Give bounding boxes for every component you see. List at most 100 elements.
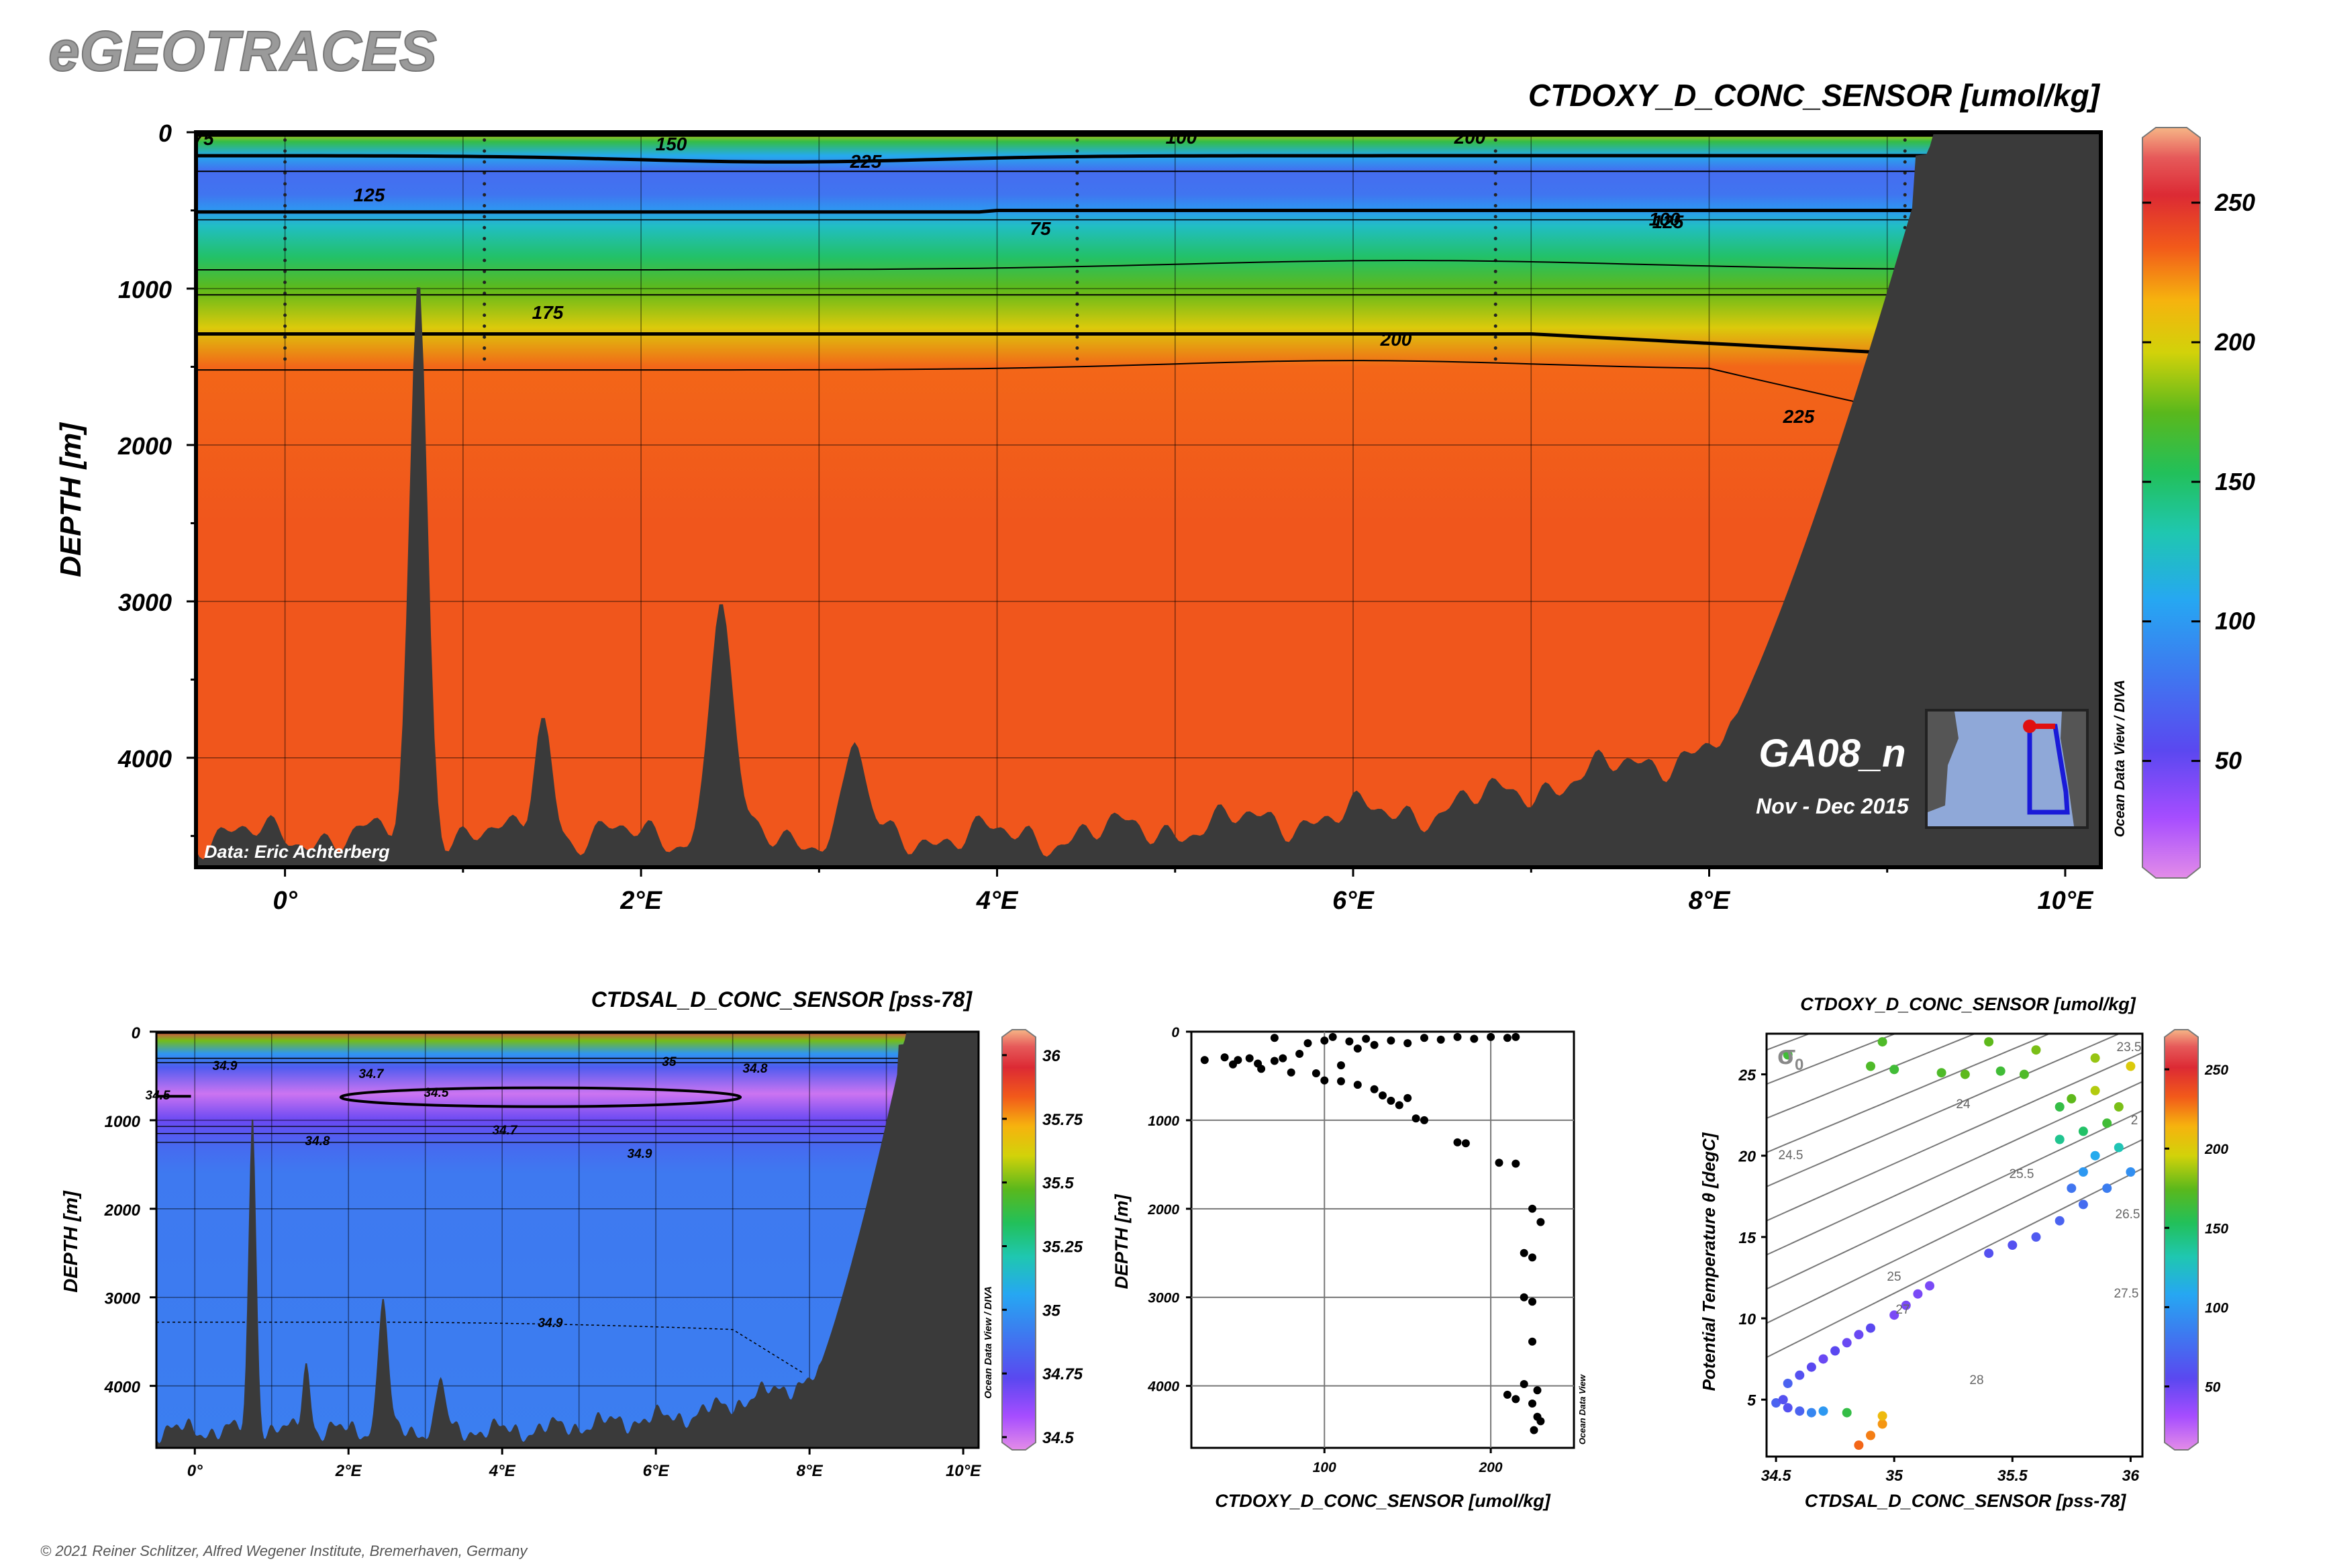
station-sample xyxy=(283,258,287,262)
sal-cb-label: 36 xyxy=(1042,1047,1060,1065)
main-contour-label: 175 xyxy=(532,302,564,323)
sal-frame xyxy=(155,1030,980,1449)
station-sample xyxy=(1075,149,1079,153)
inset-map xyxy=(1925,709,2089,829)
ts-point xyxy=(1795,1406,1805,1416)
ts-isopycnal-label: 28 xyxy=(1969,1373,1983,1387)
sal-contour-labels: 34.9 34.7 35 34.8 34.5 34.5 34.7 34.8 34.9 34.9 xyxy=(146,1055,768,1330)
profile-point xyxy=(1528,1204,1536,1213)
ts-point xyxy=(2102,1118,2112,1128)
ts-cb-label: 100 xyxy=(2205,1300,2228,1316)
ts-isopycnal-label: 24.5 xyxy=(1779,1148,1803,1163)
ts-colorbar xyxy=(2164,1029,2199,1451)
ts-point xyxy=(1925,1281,1934,1291)
ts-xtick-label: 34.5 xyxy=(1761,1467,1792,1484)
main-colorbar xyxy=(2142,127,2201,879)
station-sample xyxy=(283,302,287,306)
ts-plot: CTDOXY_D_CONC_SENSOR [umol/kg] 23.5 24 24.… xyxy=(1699,994,2228,1511)
main-colorbar-ticks: 250 200 150 100 50 xyxy=(2142,189,2255,775)
station-sample xyxy=(483,138,487,142)
station-sample xyxy=(1075,335,1079,339)
station-sample xyxy=(283,171,287,175)
sal-y-ticks: 0 1000 2000 3000 4000 xyxy=(104,1024,156,1397)
main-contour-label: 100 xyxy=(1166,127,1197,148)
brand-logo: eGEOTRACES xyxy=(48,19,437,83)
ts-point xyxy=(2090,1085,2100,1095)
ts-ytick-label: 15 xyxy=(1738,1229,1756,1246)
ts-point xyxy=(1778,1395,1788,1405)
profile-point xyxy=(1412,1114,1420,1123)
main-contour-label: 125 xyxy=(354,185,385,205)
station-sample xyxy=(1493,215,1497,219)
profile-point xyxy=(1370,1040,1379,1049)
station-sample xyxy=(1075,171,1079,175)
station-sample xyxy=(1903,215,1907,219)
sal-xtick-label: 10°E xyxy=(946,1462,981,1480)
profile-point xyxy=(1520,1380,1528,1388)
sal-contour-label: 34.9 xyxy=(213,1059,238,1073)
profile-point xyxy=(1530,1426,1538,1434)
ts-isopycnal xyxy=(1767,1110,2142,1290)
station-sample xyxy=(1075,182,1079,186)
profile-ticks: 0 1000 2000 3000 4000 100 200 xyxy=(1147,1025,1503,1475)
profile-point xyxy=(1287,1068,1295,1077)
main-contour-label: 150 xyxy=(656,134,687,154)
ts-isopycnal xyxy=(1767,1168,2142,1359)
main-ytick-label: 4000 xyxy=(117,745,172,773)
sal-cb-label: 35.5 xyxy=(1042,1175,1074,1193)
station-sample xyxy=(483,193,487,197)
station-sample xyxy=(1493,335,1497,339)
profile-xlabel: CTDOXY_D_CONC_SENSOR [umol/kg] xyxy=(1215,1491,1551,1511)
station-sample xyxy=(1075,215,1079,219)
ts-xtick-label: 35.5 xyxy=(1997,1467,2028,1484)
main-ylabel: DEPTH [m] xyxy=(54,422,87,577)
ts-point xyxy=(2126,1167,2136,1177)
station-sample xyxy=(483,182,487,186)
station-sample xyxy=(1903,226,1907,230)
ts-isopycnal-label: 2 xyxy=(2131,1114,2138,1128)
profile-point xyxy=(1245,1054,1254,1063)
main-x-ticks: 0° 2°E 4°E 6°E 8°E 10°E xyxy=(273,867,2094,915)
main-xtick-label: 2°E xyxy=(620,887,662,915)
main-xtick-label: 0° xyxy=(273,887,297,915)
bathymetry xyxy=(196,132,2101,867)
profile-ytick-label: 2000 xyxy=(1147,1202,1179,1218)
station-sample xyxy=(1903,193,1907,197)
station-sample xyxy=(483,335,487,339)
profile-point xyxy=(1320,1036,1329,1045)
profile-point xyxy=(1512,1395,1520,1404)
sal-contour-label: 34.9 xyxy=(538,1316,563,1330)
station-sample xyxy=(1075,302,1079,306)
profile-point xyxy=(1487,1032,1495,1041)
main-title: CTDOXY_D_CONC_SENSOR [umol/kg] xyxy=(1528,78,2101,113)
ts-point xyxy=(1854,1330,1864,1340)
profile-ylabel: DEPTH [m] xyxy=(1111,1193,1132,1289)
sal-contour-349-deep xyxy=(156,1321,803,1373)
station-sample xyxy=(1493,313,1497,317)
main-ytick-label: 3000 xyxy=(118,589,172,616)
station-sample xyxy=(1075,248,1079,252)
sal-ytick-label: 3000 xyxy=(105,1290,141,1308)
copyright: © 2021 Reiner Schlitzer, Alfred Wegener … xyxy=(40,1542,528,1559)
ts-point xyxy=(2114,1102,2124,1112)
ts-point xyxy=(2031,1232,2041,1242)
station-sample xyxy=(1493,324,1497,328)
ts-points xyxy=(1771,1037,2136,1450)
station-sample xyxy=(1493,346,1497,350)
data-credit: Data: Eric Achterberg xyxy=(204,842,390,862)
ts-point xyxy=(2114,1142,2124,1153)
ts-ticks: 5 10 15 20 25 34.5 35 35.5 36 xyxy=(1738,1067,2139,1484)
profile-point xyxy=(1387,1036,1395,1045)
main-contour-label: 225 xyxy=(850,151,882,172)
station-sample xyxy=(283,357,287,361)
ts-point xyxy=(1818,1406,1828,1416)
sal-cb-label: 35.25 xyxy=(1042,1238,1083,1256)
main-contour-label: 125 xyxy=(1652,211,1684,232)
profile-watermark: Ocean Data View xyxy=(1577,1374,1587,1444)
profile-point xyxy=(1257,1065,1266,1073)
ts-point xyxy=(1913,1289,1923,1299)
profile-point xyxy=(1370,1085,1379,1093)
sal-ytick-label: 1000 xyxy=(105,1113,141,1131)
sal-watermark: Ocean Data View / DIVA xyxy=(983,1286,994,1399)
